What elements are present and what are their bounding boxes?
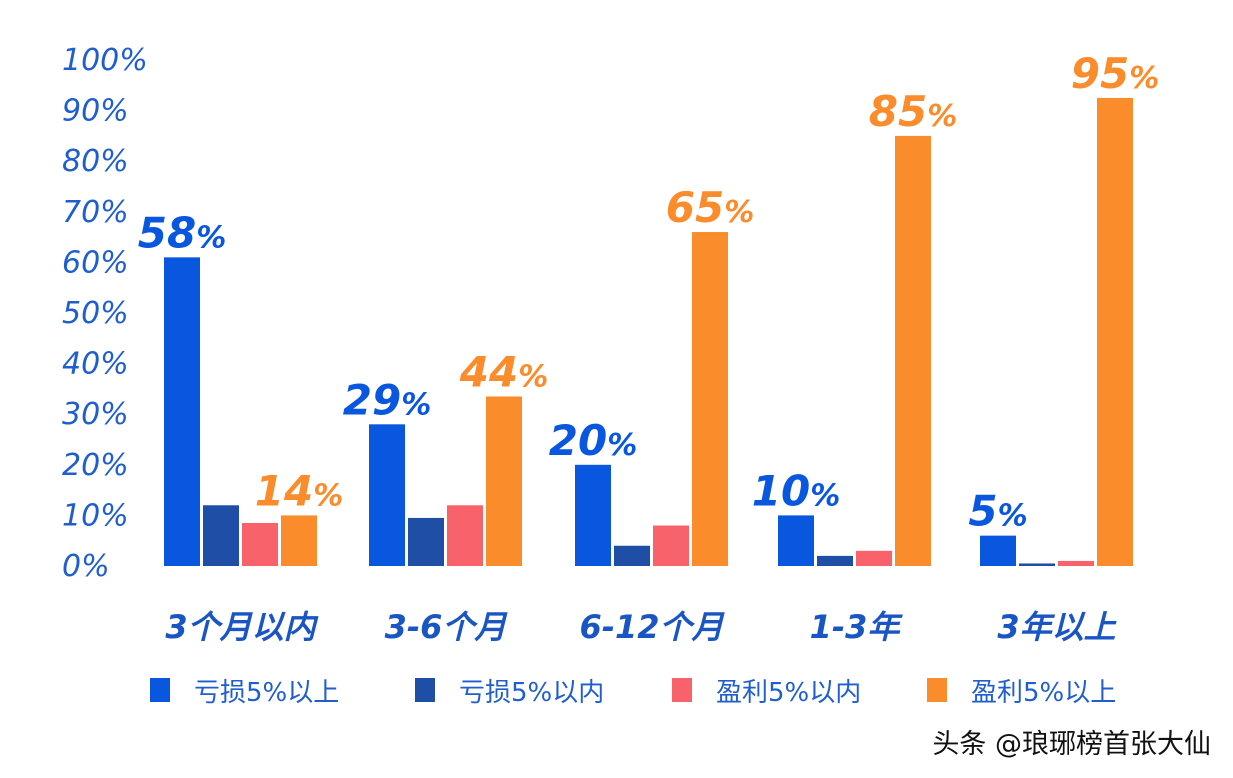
bar xyxy=(614,545,650,566)
bar xyxy=(692,232,728,567)
x-category-label: 3年以上 xyxy=(997,608,1116,646)
legend-item: 盈利5%以上 xyxy=(927,670,1116,710)
bar xyxy=(895,135,931,566)
legend-label: 亏损5%以上 xyxy=(194,677,340,708)
y-tick-label: 10% xyxy=(62,498,129,533)
y-axis-ticks: 0% 10% 20% 30% 40% 50% 60% 70% 80% 90% 100% xyxy=(62,43,148,584)
legend-item: 盈利5%以内 xyxy=(672,670,861,710)
bar xyxy=(980,535,1016,566)
y-tick-label: 80% xyxy=(62,144,129,179)
bar xyxy=(653,525,689,566)
y-tick-label: 100% xyxy=(62,43,148,78)
y-tick-label: 90% xyxy=(62,94,129,129)
data-label: 20% xyxy=(549,416,638,465)
data-label: 14% xyxy=(255,466,344,515)
data-label: 95% xyxy=(1071,49,1160,98)
watermark: 头条 @琅琊榜首张大仙 xyxy=(932,729,1211,760)
bar xyxy=(408,517,444,566)
legend-label: 亏损5%以内 xyxy=(459,677,605,708)
bar xyxy=(575,464,611,566)
x-axis-categories: 3个月以内 3-6个月 6-12个月 1-3年 3年以上 xyxy=(165,608,1116,646)
bar xyxy=(1019,563,1055,566)
y-tick-label: 0% xyxy=(62,549,110,584)
data-label: 5% xyxy=(968,487,1027,536)
bar xyxy=(856,550,892,566)
bar-series xyxy=(164,97,1133,567)
legend-swatch xyxy=(672,678,692,702)
y-tick-label: 40% xyxy=(62,347,129,382)
data-label: 29% xyxy=(343,375,432,424)
bar xyxy=(1058,560,1094,566)
x-category-label: 3-6个月 xyxy=(385,608,509,646)
y-tick-label: 30% xyxy=(62,397,129,432)
legend-label: 盈利5%以内 xyxy=(716,677,862,708)
data-label: 58% xyxy=(138,208,227,257)
bar xyxy=(817,555,853,566)
data-label: 44% xyxy=(459,347,549,396)
x-category-label: 6-12个月 xyxy=(579,608,725,646)
y-tick-label: 20% xyxy=(62,448,129,483)
chart-legend: 亏损5%以上 亏损5%以内 盈利5%以内 盈利5%以上 xyxy=(150,670,1150,710)
y-tick-label: 50% xyxy=(62,296,129,331)
bar xyxy=(486,396,522,566)
bar xyxy=(1097,97,1133,566)
bar xyxy=(447,505,483,566)
data-label: 85% xyxy=(869,87,958,136)
legend-label: 盈利5%以上 xyxy=(971,677,1117,708)
data-labels: 58% 14% 29% 44%20% 65% 10% 85% 5% 95% xyxy=(138,49,1160,536)
bar xyxy=(242,522,278,566)
bar xyxy=(164,257,200,566)
y-tick-label: 70% xyxy=(62,195,129,230)
data-label: 65% xyxy=(666,183,755,232)
x-category-label: 1-3年 xyxy=(810,608,904,646)
legend-swatch xyxy=(150,678,170,702)
bar xyxy=(281,515,317,566)
bar xyxy=(369,424,405,566)
legend-item: 亏损5%以上 xyxy=(150,670,339,710)
legend-item: 亏损5%以内 xyxy=(415,670,604,710)
legend-swatch xyxy=(927,678,947,702)
y-tick-label: 60% xyxy=(62,245,129,280)
legend-swatch xyxy=(415,678,435,702)
data-label: 10% xyxy=(752,466,841,515)
bar xyxy=(778,515,814,566)
bar xyxy=(203,505,239,566)
x-category-label: 3个月以内 xyxy=(165,608,318,646)
